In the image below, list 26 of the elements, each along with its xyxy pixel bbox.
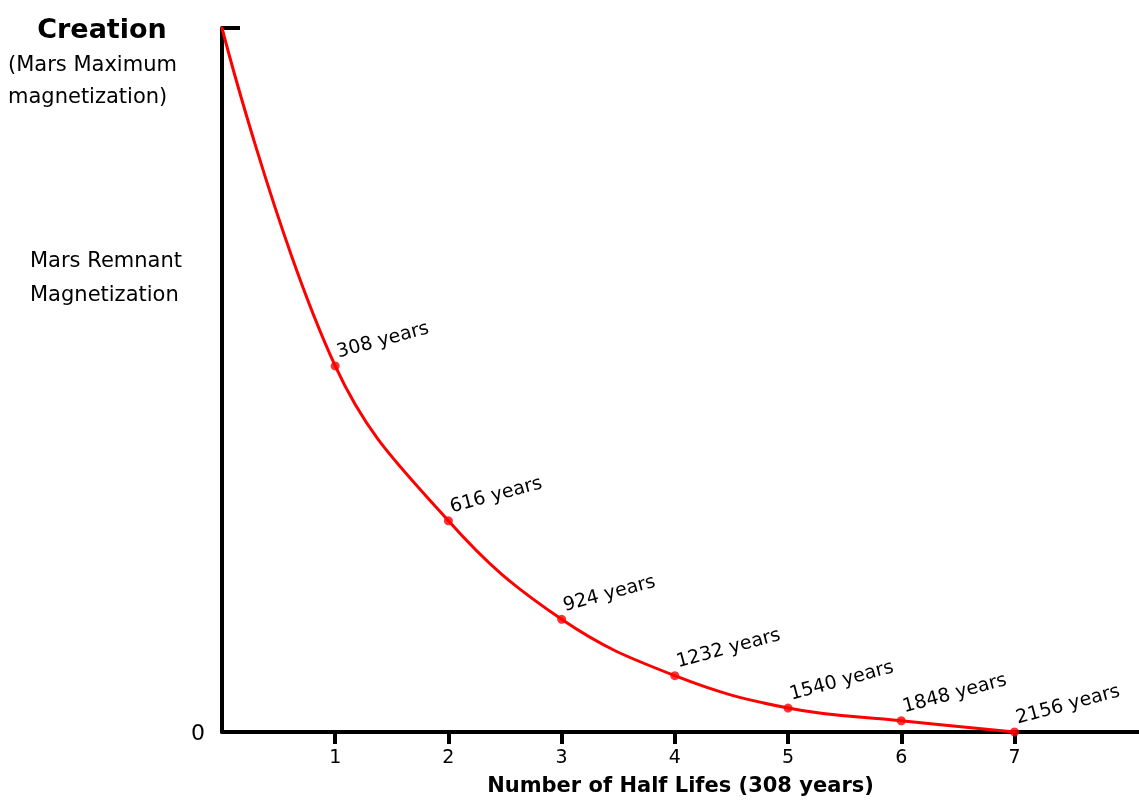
- point: [557, 614, 567, 624]
- annotation: 1848 years: [899, 667, 1009, 717]
- x-axis-title: Number of Half Lifes (308 years): [487, 772, 874, 797]
- annotation: 616 years: [447, 470, 545, 517]
- annotation: 308 years: [333, 315, 431, 362]
- point: [783, 703, 793, 713]
- point: [330, 361, 340, 371]
- annotation: 2156 years: [1013, 678, 1122, 728]
- x-tick-label: 6: [895, 744, 908, 767]
- annotation: Creation: [37, 12, 167, 44]
- x-tick-label: 4: [668, 744, 681, 767]
- x-tick-label: 7: [1008, 744, 1021, 767]
- annotation: 924 years: [560, 569, 658, 615]
- text: (Mars Maximum magnetization): [8, 52, 184, 108]
- annotation: 1540 years: [786, 654, 896, 704]
- text: 0: [191, 719, 205, 745]
- point: [670, 671, 680, 681]
- annotation: 1232 years: [673, 622, 783, 672]
- point: [443, 516, 453, 526]
- x-tick-label: 1: [329, 744, 342, 767]
- x-tick-label: 2: [442, 744, 455, 767]
- x-tick-label: 3: [555, 744, 568, 767]
- y-axis-title: Mars Remnant Magnetization: [30, 248, 189, 306]
- x-tick-label: 5: [782, 744, 795, 767]
- point: [896, 716, 906, 726]
- point: [1009, 727, 1019, 737]
